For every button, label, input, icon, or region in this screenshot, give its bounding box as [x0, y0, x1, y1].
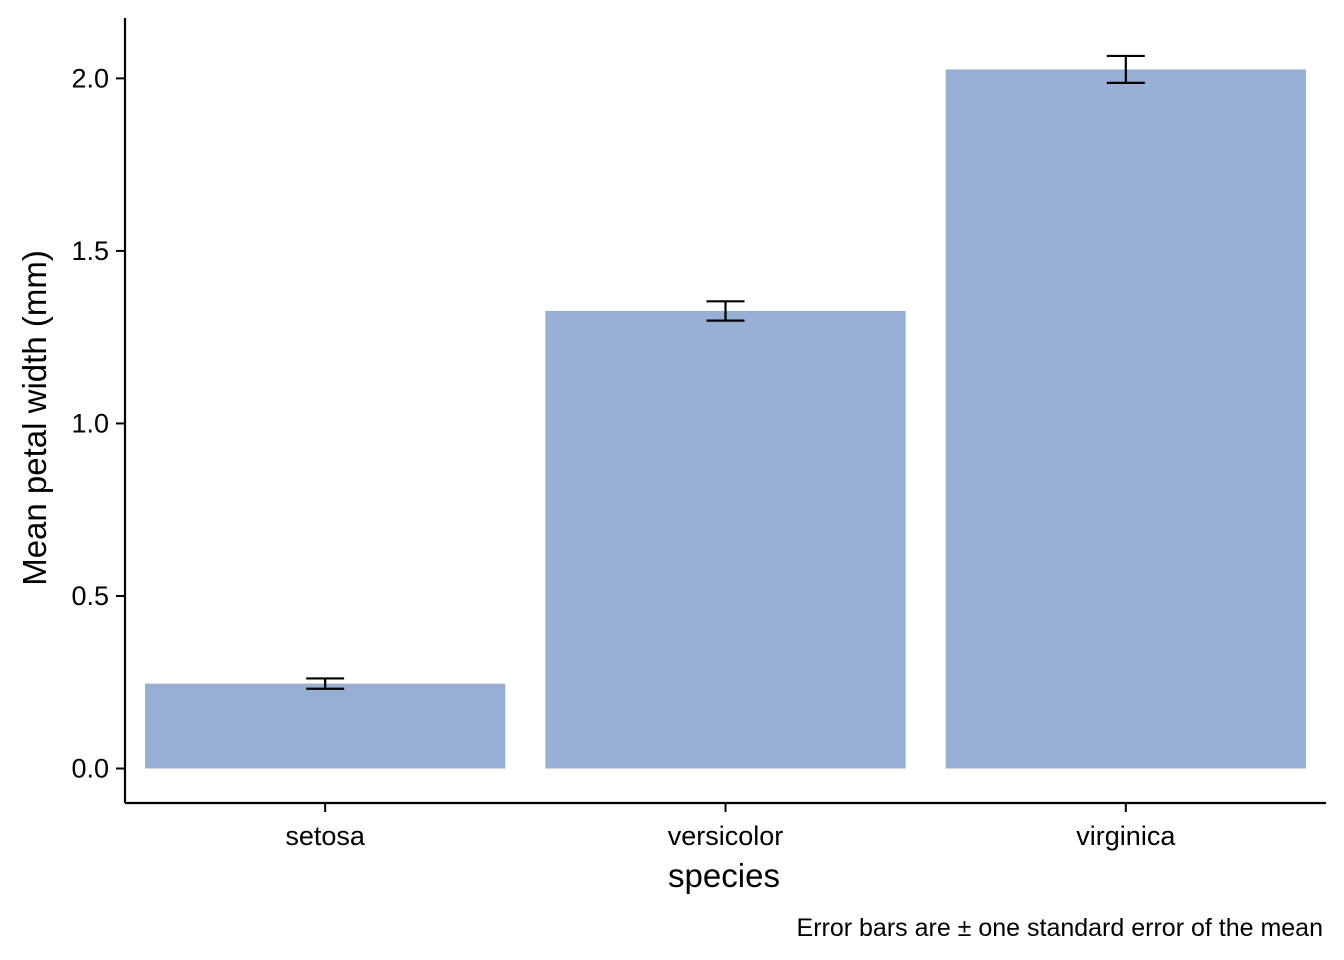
x-tick-label-virginica: virginica: [1076, 821, 1176, 851]
bar-virginica: [945, 69, 1306, 769]
errorbars-group: [306, 54, 1145, 690]
chart-caption: Error bars are ± one standard error of t…: [797, 914, 1323, 942]
y-tick-label: 1.5: [71, 236, 109, 266]
y-tick-label: 0.5: [71, 581, 109, 611]
errorbar-setosa: [306, 677, 345, 690]
errorbar-versicolor: [706, 300, 745, 322]
y-tick-label: 2.0: [71, 63, 109, 93]
x-tick-label-setosa: setosa: [285, 821, 366, 851]
y-axis-title: Mean petal width (mm): [16, 250, 53, 586]
y-tick-label: 1.0: [71, 408, 109, 438]
bar-setosa: [145, 683, 506, 769]
x-tick-label-versicolor: versicolor: [668, 821, 784, 851]
bars-group: [145, 69, 1306, 769]
errorbar-virginica: [1106, 54, 1145, 84]
ticks-group: setosa versicolor virginica 0.0 0.5 1.0 1.5 2.0: [71, 63, 1176, 851]
x-axis-title: species: [668, 857, 780, 894]
y-tick-label: 0.0: [71, 753, 109, 783]
bar-versicolor: [545, 310, 906, 769]
